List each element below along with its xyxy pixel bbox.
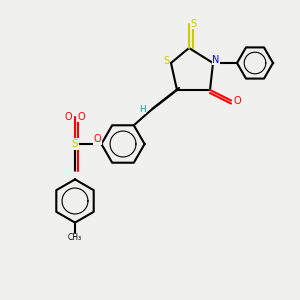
Text: S: S <box>72 139 78 149</box>
Text: N: N <box>212 55 220 65</box>
Text: S: S <box>190 19 196 29</box>
Text: O: O <box>94 134 101 145</box>
Text: H: H <box>139 105 146 114</box>
Text: O: O <box>64 112 72 122</box>
Text: CH₃: CH₃ <box>68 233 82 242</box>
Text: O: O <box>78 112 86 122</box>
Text: S: S <box>164 56 169 67</box>
Text: O: O <box>233 95 241 106</box>
